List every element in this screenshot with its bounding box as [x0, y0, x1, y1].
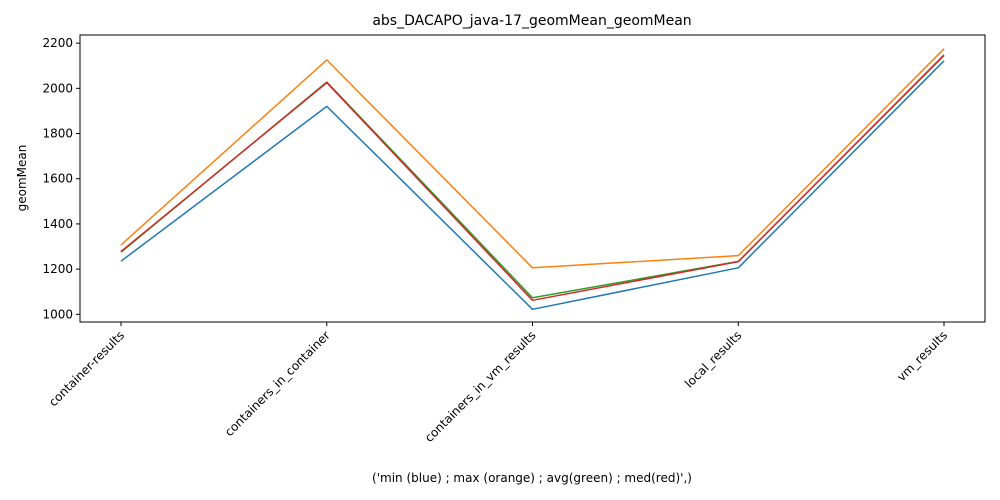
x-tick-label-2: containers_in_vm_results	[422, 328, 539, 445]
series-line-1	[120, 48, 945, 269]
y-tick-label-4: 1800	[42, 127, 73, 141]
x-tick-label-4: vm_results	[894, 328, 950, 384]
chart-title: abs_DACAPO_java-17_geomMean_geomMean	[372, 13, 691, 29]
series-line-0	[120, 60, 945, 311]
x-axis: container-results containers_in_container…	[46, 322, 950, 445]
y-tick-label-2: 1400	[42, 217, 73, 231]
x-axis-label: ('min (blue) ; max (orange) ; avg(green)…	[372, 471, 692, 485]
y-tick-label-1: 1200	[42, 262, 73, 276]
x-tick-label-3: local_results	[682, 328, 744, 390]
y-tick-label-0: 1000	[42, 307, 73, 321]
y-axis: 1000 1200 1400 1600 1800 2000 2200	[42, 36, 80, 321]
series-layer	[120, 48, 945, 311]
x-tick-label-0: container-results	[46, 328, 127, 409]
y-tick-label-6: 2200	[42, 36, 73, 50]
y-axis-label: geomMean	[15, 145, 29, 212]
y-tick-label-5: 2000	[42, 81, 73, 95]
plot-frame	[79, 34, 986, 323]
series-line-3	[120, 54, 945, 302]
y-tick-label-3: 1600	[42, 172, 73, 186]
x-tick-label-1: containers_in_container	[222, 328, 333, 439]
series-line-2	[120, 55, 945, 299]
